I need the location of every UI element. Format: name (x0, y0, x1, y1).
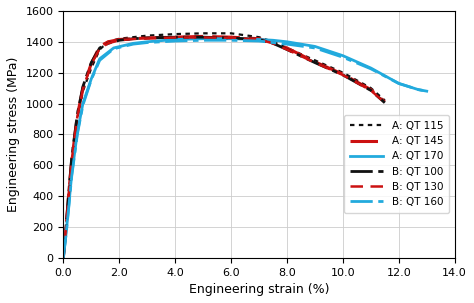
Y-axis label: Engineering stress (MPa): Engineering stress (MPa) (7, 57, 20, 212)
Legend: A: QT 115, A: QT 145, A: QT 170, B: QT 100, B: QT 130, B: QT 160: A: QT 115, A: QT 145, A: QT 170, B: QT 1… (344, 115, 449, 213)
X-axis label: Engineering strain (%): Engineering strain (%) (189, 283, 329, 296)
